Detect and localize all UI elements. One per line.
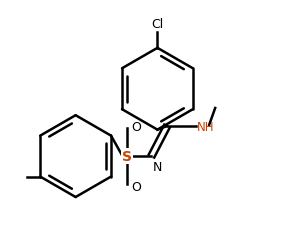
Text: Cl: Cl xyxy=(151,18,164,31)
Text: NH: NH xyxy=(197,120,215,133)
Text: N: N xyxy=(153,160,162,173)
Text: S: S xyxy=(122,150,132,164)
Text: O: O xyxy=(132,180,142,193)
Text: O: O xyxy=(132,120,142,133)
